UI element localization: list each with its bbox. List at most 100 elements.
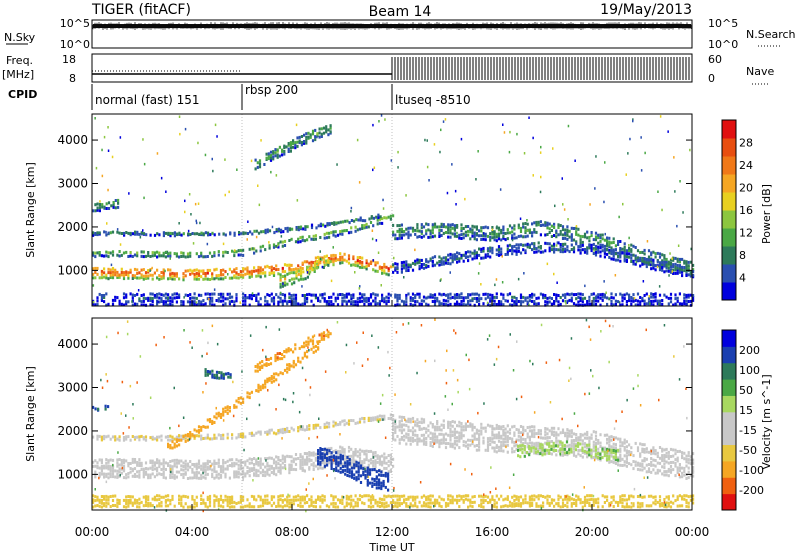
heatmap-cell: [630, 302, 633, 306]
heatmap-cell: [486, 301, 489, 305]
heatmap-cell: [267, 358, 270, 361]
heatmap-cell: [612, 455, 615, 459]
heatmap-cell: [636, 446, 640, 450]
heatmap-cell: [222, 292, 225, 296]
heatmap-cell: [151, 300, 154, 303]
heatmap-cell: [219, 295, 223, 299]
heatmap-cell: [663, 256, 666, 260]
heatmap-cell: [195, 303, 198, 307]
heatmap-cell: [98, 292, 101, 296]
heatmap-cell: [400, 436, 403, 439]
heatmap-cell: [228, 495, 231, 499]
heatmap-cell: [425, 258, 428, 262]
heatmap-cell: [387, 273, 390, 277]
heatmap-cell: [636, 303, 640, 307]
heatmap-cell: [303, 428, 306, 432]
heatmap-cell: [460, 233, 463, 237]
heatmap-cell: [239, 498, 242, 502]
heatmap-cell: [462, 259, 465, 263]
heatmap-cell: [557, 427, 560, 431]
heatmap-cell: [375, 476, 378, 480]
heatmap-cell: [583, 232, 587, 236]
heatmap-cell: [136, 470, 139, 474]
heatmap-cell: [255, 460, 258, 464]
heatmap-cell: [283, 293, 287, 297]
heatmap-cell: [537, 432, 540, 435]
heatmap-cell: [674, 190, 676, 193]
heatmap-cell: [344, 461, 347, 465]
heatmap-cell: [462, 440, 465, 444]
heatmap-cell: [142, 274, 145, 278]
heatmap-cell: [658, 268, 662, 272]
heatmap-cell: [427, 260, 430, 264]
heatmap-cell: [160, 438, 163, 442]
heatmap-cell: [438, 442, 441, 446]
heatmap-cell: [211, 277, 214, 281]
heatmap-cell: [431, 261, 434, 265]
heatmap-cell: [511, 230, 514, 234]
heatmap-cell: [326, 463, 329, 467]
heatmap-cell: [354, 271, 356, 274]
heatmap-cell: [467, 229, 470, 233]
heatmap-cell: [681, 456, 684, 460]
heatmap-cell: [394, 422, 397, 426]
heatmap-cell: [204, 231, 207, 235]
heatmap-cell: [692, 294, 695, 297]
heatmap-cell: [270, 377, 273, 381]
heatmap-cell: [414, 300, 417, 304]
heatmap-cell: [438, 432, 441, 436]
heatmap-cell: [231, 458, 234, 462]
heatmap-cell: [244, 267, 247, 271]
heatmap-cell: [511, 245, 514, 249]
heatmap-cell: [257, 463, 260, 467]
heatmap-cell: [292, 467, 295, 471]
heatmap-cell: [394, 295, 397, 299]
heatmap-cell: [628, 249, 631, 253]
heatmap-cell: [473, 234, 476, 238]
heatmap-cell: [206, 505, 209, 509]
heatmap-cell: [584, 284, 586, 288]
heatmap-cell: [122, 464, 126, 468]
heatmap-cell: [233, 303, 236, 307]
heatmap-cell: [502, 433, 505, 437]
heatmap-cell: [511, 238, 514, 242]
heatmap-cell: [367, 459, 370, 463]
heatmap-cell: [217, 504, 220, 508]
heatmap-cell: [392, 437, 395, 441]
heatmap-cell: [169, 231, 172, 235]
heatmap-cell: [392, 418, 395, 422]
heatmap-cell: [339, 258, 342, 262]
heatmap-cell: [300, 277, 303, 281]
heatmap-cell: [509, 130, 511, 134]
heatmap-cell: [164, 303, 167, 307]
heatmap-cell: [579, 238, 582, 242]
heatmap-cell: [195, 504, 198, 508]
heatmap-cell: [320, 257, 323, 261]
heatmap-cell: [617, 258, 620, 262]
heatmap-cell: [618, 215, 620, 219]
heatmap-cell: [323, 457, 326, 461]
heatmap-cell: [494, 283, 496, 287]
heatmap-cell: [184, 293, 187, 297]
heatmap-cell: [311, 132, 315, 136]
heatmap-cell: [264, 303, 267, 307]
heatmap-cell: [277, 495, 280, 499]
heatmap-cell: [643, 302, 646, 306]
heatmap-cell: [372, 464, 375, 468]
heatmap-cell: [98, 203, 101, 206]
heatmap-cell: [100, 498, 103, 502]
heatmap-cell: [314, 349, 317, 353]
heatmap-cell: [627, 152, 629, 155]
heatmap-cell: [118, 302, 121, 306]
heatmap-cell: [350, 473, 354, 476]
heatmap-cell: [213, 459, 216, 463]
heatmap-cell: [522, 442, 525, 445]
heatmap-cell: [661, 457, 664, 460]
heatmap-cell: [286, 263, 289, 267]
heatmap-cell: [405, 232, 408, 236]
heatmap-cell: [254, 369, 257, 373]
heatmap-cell: [561, 453, 565, 457]
heatmap-cell: [416, 226, 419, 230]
heatmap-cell: [594, 238, 598, 242]
heatmap-cell: [601, 449, 604, 453]
